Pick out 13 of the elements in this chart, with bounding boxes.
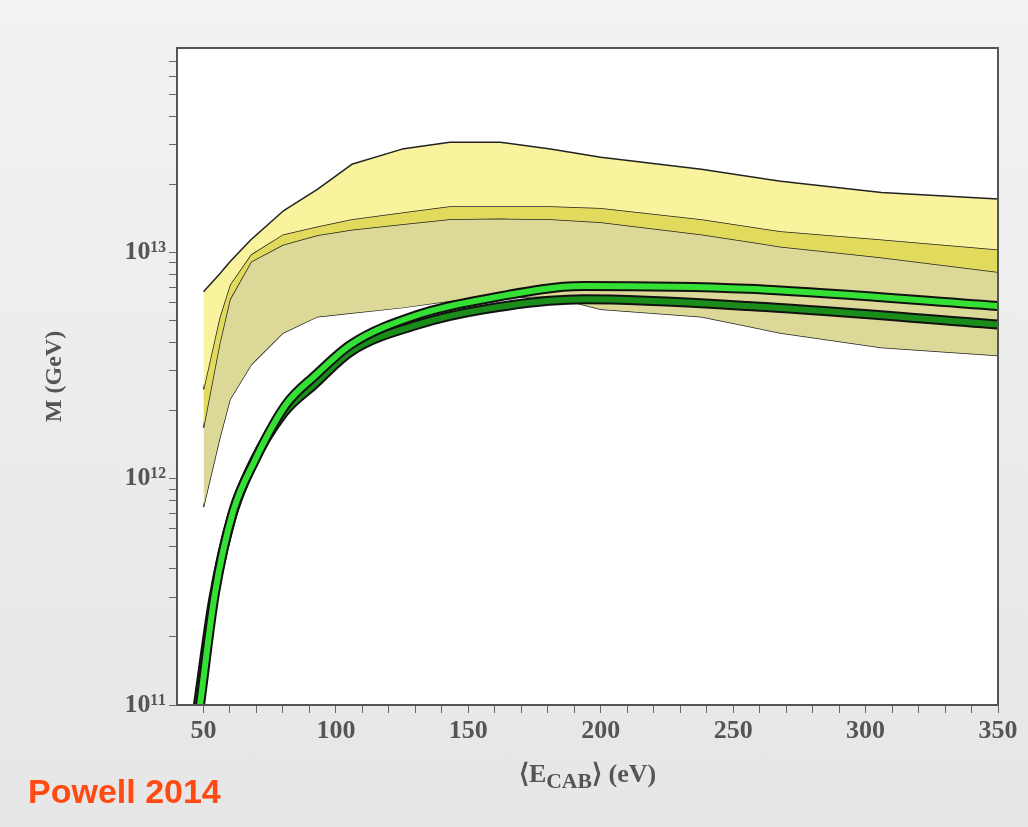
y-tick-label: 10¹¹ [124, 688, 166, 718]
y-axis-title: M (GeV) [39, 330, 66, 423]
x-tick-label: 300 [846, 715, 886, 745]
text: Powell 2014 [28, 772, 221, 811]
x-tick-label: 100 [316, 715, 356, 745]
x-tick-label: 150 [448, 715, 488, 745]
x-tick-label: 350 [978, 715, 1018, 745]
x-tick-label: 200 [581, 715, 621, 745]
y-tick-label: 10¹³ [124, 236, 167, 266]
x-axis-title: ⟨E$_{CAB}$⟩ (eV) [518, 759, 657, 794]
x-tick-label: 50 [190, 715, 217, 745]
x-tick-label: 250 [713, 715, 753, 745]
y-tick-label: 10¹² [124, 462, 167, 492]
